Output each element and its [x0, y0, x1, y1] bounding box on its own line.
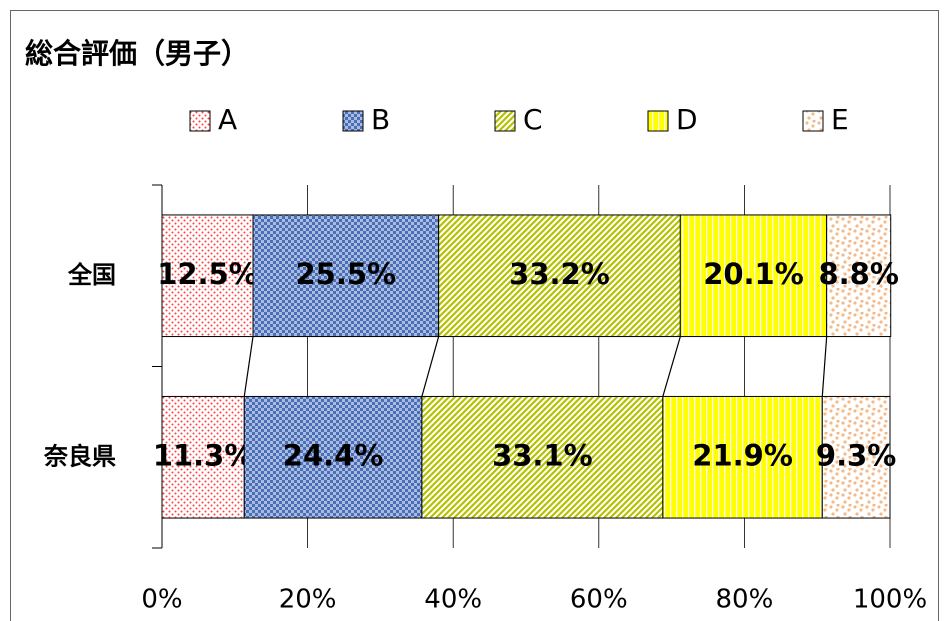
x-tick-label: 100%	[853, 585, 927, 615]
legend-swatch	[494, 110, 516, 132]
legend-swatch	[802, 110, 824, 132]
bar-segment	[421, 395, 664, 519]
series-line	[662, 336, 681, 397]
chart-title: 総合評価（男子）	[25, 37, 249, 70]
bar-segment	[243, 395, 423, 519]
bar-segment	[438, 214, 681, 338]
legend-label: E	[831, 103, 849, 136]
legend-label: C	[523, 103, 543, 136]
series-line	[421, 336, 440, 397]
legend-label: D	[676, 103, 698, 136]
data-label: 9.3%	[816, 438, 896, 472]
data-label: 33.2%	[509, 257, 610, 291]
data-label: 12.5%	[157, 257, 258, 291]
legend-swatch	[189, 110, 211, 132]
x-tick-label: 80%	[716, 585, 774, 615]
bar-segment	[821, 395, 891, 519]
x-tick-label: 40%	[424, 585, 482, 615]
data-label: 11.3%	[153, 438, 254, 472]
data-label: 20.1%	[703, 257, 804, 291]
legend-swatch	[342, 110, 364, 132]
y-tick-label: 全国	[67, 261, 116, 289]
x-tick-label: 0%	[141, 585, 182, 615]
x-tick-label: 60%	[570, 585, 628, 615]
legend-label: B	[371, 103, 390, 136]
data-label: 25.5%	[296, 257, 397, 291]
x-tick-label: 20%	[279, 585, 337, 615]
legend-label: A	[218, 103, 237, 136]
series-line	[821, 336, 828, 397]
data-label: 8.8%	[818, 257, 898, 291]
data-label: 24.4%	[283, 438, 384, 472]
legend-swatch	[647, 110, 669, 132]
bar-segment	[662, 395, 823, 519]
y-tick-label: 奈良県	[43, 442, 116, 470]
bar-segment	[826, 214, 892, 338]
bar-segment	[161, 395, 245, 519]
data-label: 33.1%	[492, 438, 593, 472]
series-line	[243, 336, 254, 397]
data-label: 21.9%	[692, 438, 793, 472]
